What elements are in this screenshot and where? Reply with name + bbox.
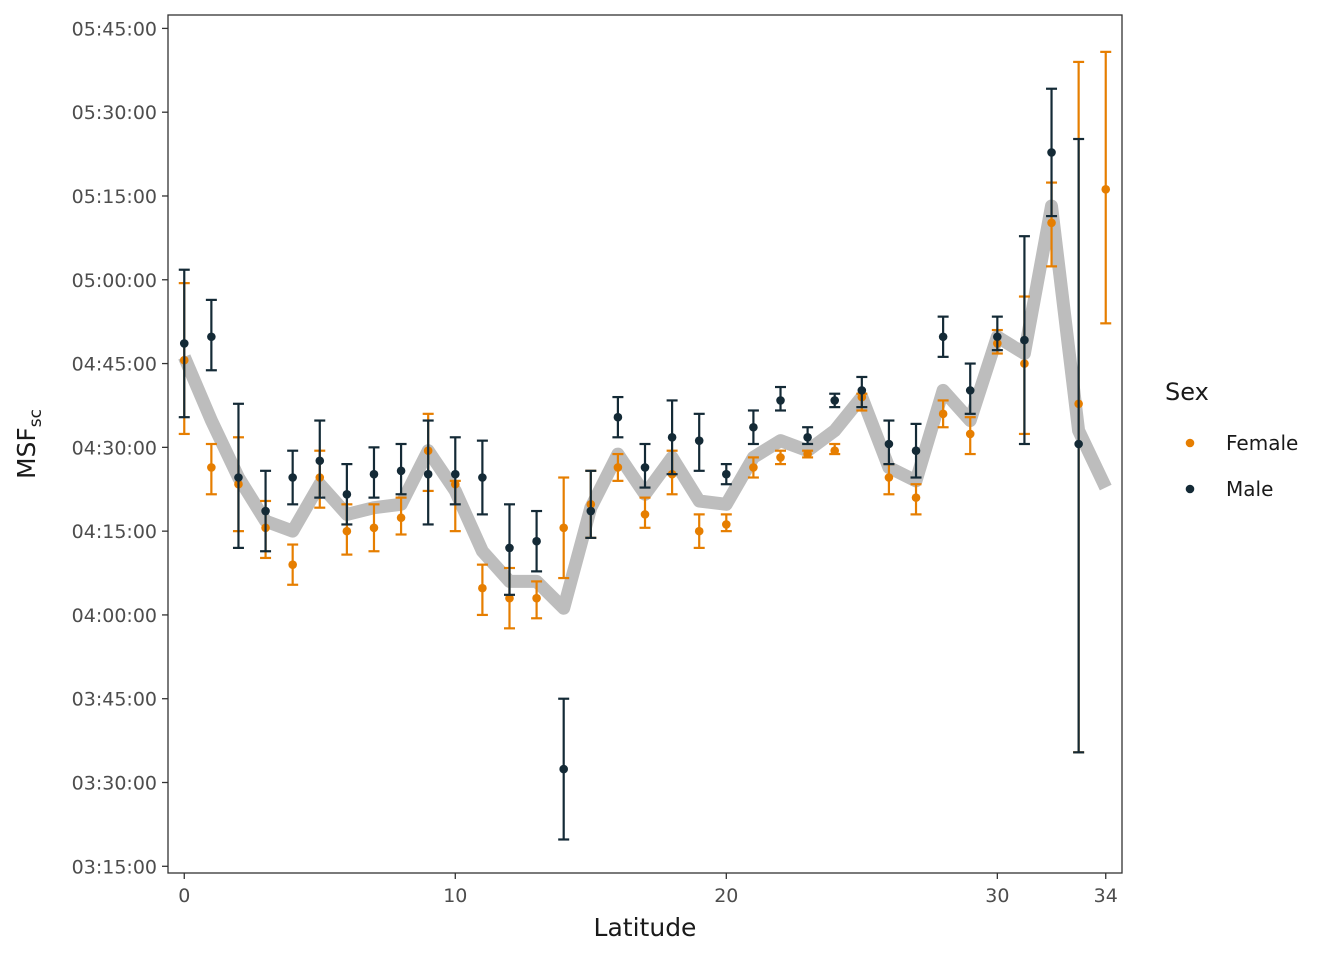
female-point (911, 493, 921, 502)
female-point (613, 463, 623, 472)
x-tick-label: 34 (1094, 885, 1118, 907)
series-male (178, 87, 1085, 841)
male-point (722, 469, 731, 479)
y-tick-label: 04:15:00 (72, 521, 157, 543)
male-point (640, 463, 650, 472)
female-point (776, 453, 785, 462)
female-point (694, 526, 704, 536)
x-tick-label: 0 (178, 885, 190, 907)
male-point (911, 446, 921, 456)
legend-female-label: Female (1226, 431, 1298, 455)
female-point (288, 560, 297, 569)
male-point (1020, 335, 1029, 345)
axes-layer: 03:15:00 03:30:00 03:45:00 04:00:00 04:15:00… (72, 18, 1118, 907)
y-tick-label: 05:00:00 (72, 270, 157, 292)
male-point (478, 473, 487, 482)
male-point (207, 332, 216, 342)
male-point (315, 456, 325, 466)
y-axis-title-subscript: sc (26, 409, 46, 427)
female-point (640, 510, 650, 519)
male-point (342, 489, 352, 499)
male-point (884, 439, 894, 449)
female-point (965, 429, 975, 439)
y-tick-label: 04:00:00 (72, 605, 157, 627)
female-point (749, 463, 758, 472)
male-point (234, 473, 243, 482)
male-point (749, 422, 758, 432)
female-point (559, 523, 568, 533)
male-point (938, 332, 948, 342)
male-point (993, 332, 1002, 342)
male-point (505, 543, 514, 553)
data-marks-layer (178, 50, 1112, 841)
male-point (369, 469, 379, 479)
female-point (884, 473, 894, 482)
male-point (830, 396, 840, 405)
male-point (1047, 148, 1056, 157)
y-tick-label: 05:15:00 (72, 186, 157, 208)
female-point (830, 446, 840, 456)
female-point (1047, 218, 1056, 228)
y-axis-title: MSFsc (12, 409, 46, 479)
male-point (559, 764, 568, 774)
female-point (396, 513, 406, 523)
male-point (1074, 439, 1083, 449)
female-point (722, 520, 731, 529)
female-point (938, 409, 948, 419)
trend-line (178, 199, 1112, 615)
legend-male-label: Male (1226, 477, 1273, 501)
x-tick-label: 30 (985, 885, 1009, 907)
male-point (667, 432, 677, 442)
female-point (369, 523, 379, 533)
x-axis-title: Latitude (594, 913, 697, 942)
male-point (965, 386, 975, 395)
female-point (478, 583, 487, 593)
male-point (423, 469, 433, 479)
male-point (803, 432, 812, 442)
y-tick-label: 03:30:00 (72, 773, 157, 795)
x-tick-label: 10 (443, 885, 467, 907)
y-axis-title-main: MSF (12, 427, 41, 479)
male-point (450, 469, 460, 479)
y-tick-label: 05:30:00 (72, 102, 157, 124)
plot-panel-border (167, 14, 1123, 874)
female-point (532, 593, 541, 603)
y-tick-label: 03:45:00 (72, 689, 157, 711)
trend-line-layer (178, 199, 1112, 615)
legend-items: Female Male (1185, 431, 1298, 501)
male-point (613, 412, 623, 422)
legend-title: Sex (1165, 378, 1209, 406)
x-tick-label: 20 (714, 885, 738, 907)
male-point (857, 386, 867, 395)
male-point (396, 466, 406, 476)
female-point (803, 449, 812, 459)
y-tick-label: 05:45:00 (72, 18, 157, 40)
male-point (586, 506, 596, 516)
y-tick-label: 03:15:00 (72, 856, 157, 878)
male-point (532, 536, 541, 546)
male-point (694, 436, 704, 445)
female-point (1101, 184, 1111, 194)
male-point (179, 339, 189, 348)
female-point (505, 593, 514, 603)
male-point (261, 506, 270, 516)
legend-male-key (1185, 484, 1195, 494)
male-point (288, 473, 297, 482)
y-tick-label: 04:30:00 (72, 437, 157, 459)
y-tick-label: 04:45:00 (72, 354, 157, 376)
legend: Sex Female Male (1165, 378, 1298, 501)
male-point (776, 396, 785, 405)
female-point (207, 463, 216, 472)
female-point (342, 526, 352, 536)
legend-female-key (1185, 438, 1195, 448)
